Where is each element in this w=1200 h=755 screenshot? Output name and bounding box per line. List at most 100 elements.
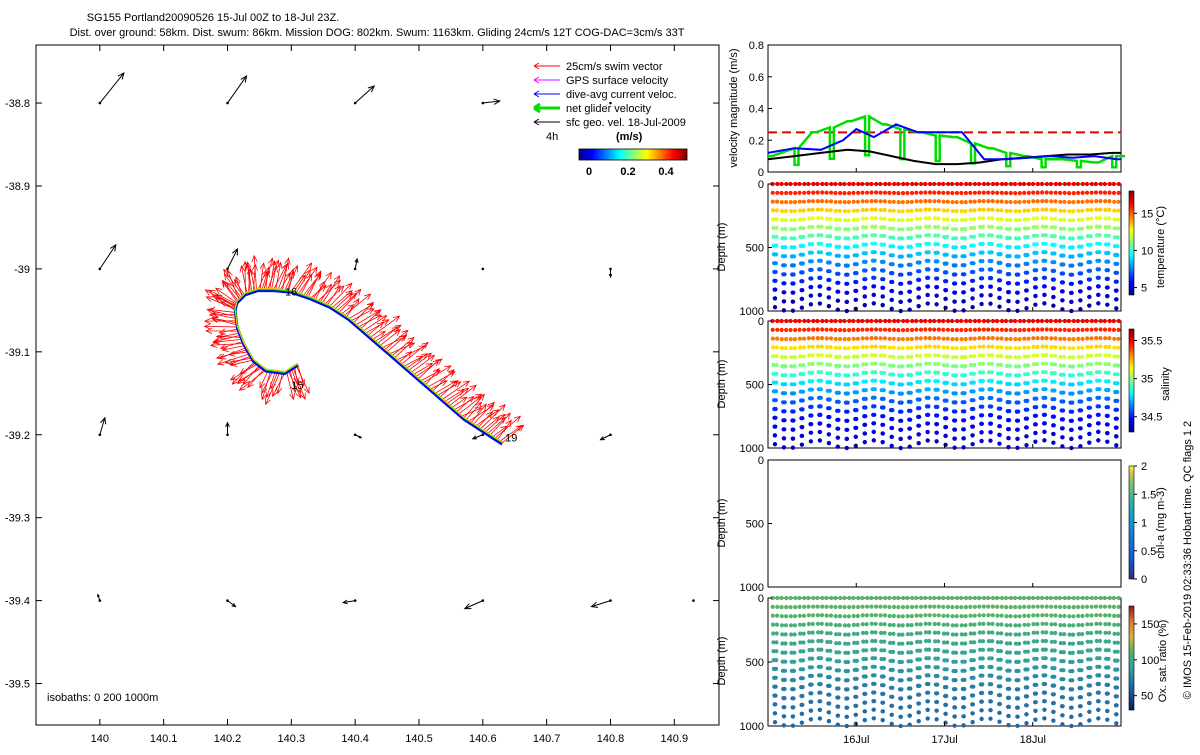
profile-sample — [818, 413, 822, 417]
profile-sample — [1067, 182, 1071, 186]
profile-sample — [964, 328, 968, 332]
profile-sample — [953, 291, 957, 295]
profile-sample — [977, 596, 981, 600]
profile-sample — [1058, 182, 1062, 186]
profile-sample — [780, 614, 784, 618]
profile-sample — [1034, 674, 1038, 678]
profile-sample — [1107, 631, 1111, 635]
profile-sample — [854, 426, 858, 430]
profile-sample — [910, 614, 914, 618]
profile-sample — [1080, 200, 1084, 204]
profile-sample — [1076, 346, 1080, 350]
profile-sample — [1044, 225, 1048, 229]
profile-sample — [819, 682, 823, 686]
profile-sample — [883, 328, 887, 332]
profile-sample — [818, 421, 822, 425]
profile-sample — [937, 613, 941, 617]
profile-sample — [837, 373, 841, 377]
profile-sample — [774, 270, 778, 274]
profile-sample — [791, 428, 795, 432]
profile-sample — [1053, 657, 1057, 661]
profile-sample — [899, 300, 903, 304]
oxygen-colorbar-label: Ox. sat. ratio (%) — [1157, 620, 1169, 703]
profile-sample — [964, 191, 968, 195]
profile-sample — [1016, 300, 1020, 304]
profile-sample — [989, 699, 993, 703]
profile-sample — [1035, 371, 1039, 375]
profile-sample — [919, 328, 923, 332]
profile-sample — [1097, 276, 1101, 280]
profile-sample — [847, 596, 851, 600]
profile-sample — [1034, 700, 1038, 704]
profile-sample — [1004, 596, 1008, 600]
profile-sample — [901, 209, 905, 213]
profile-sample — [926, 276, 930, 280]
profile-sample — [855, 677, 859, 681]
profile-sample — [845, 419, 849, 423]
profile-sample — [1088, 701, 1092, 705]
profile-sample — [890, 280, 894, 284]
profile-sample — [1096, 430, 1100, 434]
profile-sample — [800, 703, 804, 707]
profile-sample — [1071, 373, 1075, 377]
profile-sample — [1008, 632, 1012, 636]
profile-sample — [1027, 191, 1031, 195]
profile-sample — [960, 623, 964, 627]
profile-sample — [896, 328, 900, 332]
profile-sample — [1107, 639, 1111, 643]
profile-sample — [800, 425, 804, 429]
profile-sample — [972, 244, 976, 248]
profile-sample — [914, 605, 918, 609]
profile-sample — [1089, 657, 1093, 661]
profile-sample — [802, 200, 806, 204]
profile-sample — [1097, 665, 1101, 669]
profile-sample — [995, 199, 999, 203]
profile-sample — [819, 639, 823, 643]
profile-sample — [936, 388, 940, 392]
profile-sample — [773, 694, 777, 698]
profile-sample — [1034, 397, 1038, 401]
profile-sample — [989, 708, 993, 712]
profile-sample — [1076, 319, 1080, 323]
profile-sample — [792, 651, 796, 655]
profile-sample — [973, 614, 977, 618]
profile-sample — [784, 218, 788, 222]
profile-sample — [937, 208, 941, 212]
profile-sample — [980, 674, 984, 678]
profile-sample — [1070, 291, 1074, 295]
profile-sample — [1106, 674, 1110, 678]
map-ytick-label: -39 — [14, 264, 30, 276]
profile-sample — [883, 336, 887, 340]
profile-sample — [954, 669, 958, 673]
profile-sample — [865, 208, 869, 212]
profile-sample — [1061, 289, 1065, 293]
profile-sample — [843, 337, 847, 341]
profile-sample — [791, 724, 795, 728]
profile-sample — [1026, 641, 1030, 645]
profile-sample — [959, 596, 963, 600]
profile-sample — [953, 437, 957, 441]
profile-sample — [789, 346, 793, 350]
profile-sample — [1042, 438, 1046, 442]
profile-sample — [809, 717, 813, 721]
profile-sample — [999, 226, 1003, 230]
profile-sample — [838, 623, 842, 627]
profile-sample — [1036, 182, 1040, 186]
profile-sample — [950, 614, 954, 618]
profile-sample — [1008, 382, 1012, 386]
profile-sample — [905, 605, 909, 609]
profile-sample — [897, 623, 901, 627]
profile-sample — [926, 396, 930, 400]
profile-sample — [838, 328, 842, 332]
profile-sample — [1018, 328, 1022, 332]
profile-sample — [846, 236, 850, 240]
profile-sample — [1069, 724, 1073, 728]
profile-sample — [838, 218, 842, 222]
profile-sample — [775, 328, 779, 332]
profile-sample — [1036, 319, 1040, 323]
profile-sample — [962, 436, 966, 440]
profile-sample — [891, 677, 895, 681]
profile-sample — [981, 370, 985, 374]
profile-sample — [863, 294, 867, 298]
